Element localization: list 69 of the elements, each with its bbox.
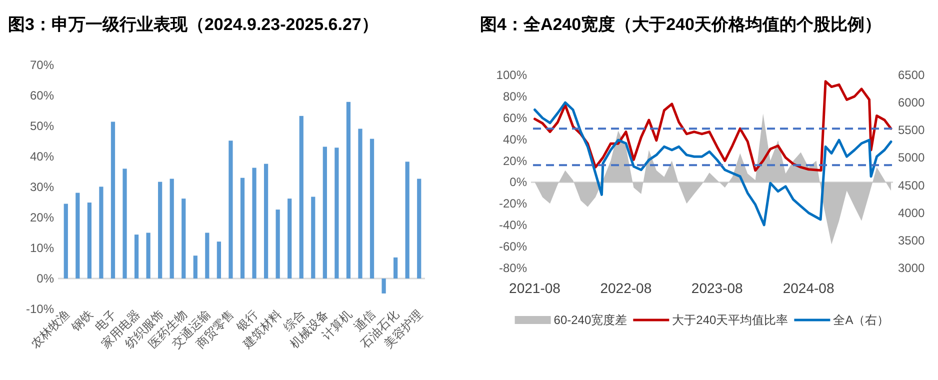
y-tick-label: 100%: [496, 68, 528, 82]
bar: [370, 138, 374, 278]
bar: [99, 186, 104, 278]
y-tick-label: 10%: [30, 241, 54, 255]
y2-tick-label: 6000: [898, 96, 926, 110]
y2-tick-label: 6500: [898, 68, 926, 82]
bar: [158, 182, 162, 278]
legend-label: 大于240天平均值比率: [672, 313, 788, 327]
bar: [288, 198, 292, 278]
bar: [264, 164, 268, 278]
x-tick-label: 2021-08: [509, 280, 561, 296]
y-tick-label: 80%: [502, 89, 528, 104]
y-tick-label: -60%: [498, 240, 528, 254]
y-tick-label: 20%: [30, 210, 54, 224]
bar: [146, 232, 150, 278]
y-tick-label: -20%: [498, 196, 528, 211]
bar: [122, 168, 127, 278]
bar: [216, 242, 222, 278]
y-tick-label: 30%: [30, 180, 54, 194]
y2-tick-label: 4500: [898, 178, 926, 192]
y-tick-label: -40%: [498, 218, 528, 232]
bar: [358, 128, 362, 278]
bar: [322, 146, 327, 278]
y2-tick-label: 3000: [898, 261, 926, 275]
y-tick-label: 70%: [30, 58, 54, 72]
y-tick-label: 20%: [502, 154, 528, 168]
y-tick-label: 60%: [30, 88, 54, 102]
legend-label: 全A（右）: [833, 313, 890, 327]
y-tick-label: 40%: [30, 150, 54, 164]
line-series: [534, 80, 892, 172]
bar: [76, 192, 80, 278]
line-series: [534, 101, 892, 226]
bar: [134, 234, 139, 278]
bar: [405, 162, 410, 278]
y-tick-label: -10%: [26, 302, 54, 316]
y-tick-label: 50%: [30, 119, 54, 133]
y2-tick-label: 5000: [898, 150, 926, 165]
bar: [170, 178, 174, 278]
bar: [228, 140, 233, 278]
y-tick-label: 0%: [510, 175, 528, 190]
y-tick-label: 0%: [36, 272, 54, 286]
bar: [205, 232, 210, 278]
y2-tick-label: 4000: [898, 206, 926, 220]
bar: [252, 168, 256, 278]
bar: [182, 198, 186, 278]
bar: [334, 148, 339, 278]
bar: [346, 102, 351, 278]
y-tick-label: -80%: [498, 261, 528, 275]
bar: [110, 122, 116, 278]
bar: [382, 278, 386, 294]
x-tick-label: 2023-08: [691, 280, 744, 296]
bar: [240, 178, 245, 278]
legend-label: 60-240宽度差: [554, 313, 628, 327]
bar: [64, 204, 68, 278]
y-tick-label: 40%: [502, 132, 528, 146]
bar: [417, 178, 422, 278]
x-tick-label: 2024-08: [782, 280, 834, 296]
bar: [394, 257, 398, 278]
bar: [276, 210, 280, 278]
bar: [87, 202, 92, 278]
bar: [193, 256, 198, 278]
chart-title: 图3：申万一级行业表现（2024.9.23-2025.6.27）: [8, 15, 378, 34]
chart-title: 图4：全A240宽度（大于240天价格均值的个股比例）: [480, 15, 882, 34]
bar: [299, 116, 304, 278]
y2-tick-label: 3500: [898, 233, 926, 248]
y-tick-label: 60%: [502, 110, 528, 125]
bar: [311, 196, 316, 278]
y2-tick-label: 5500: [898, 123, 926, 138]
x-tick-label: 2022-08: [600, 280, 652, 296]
